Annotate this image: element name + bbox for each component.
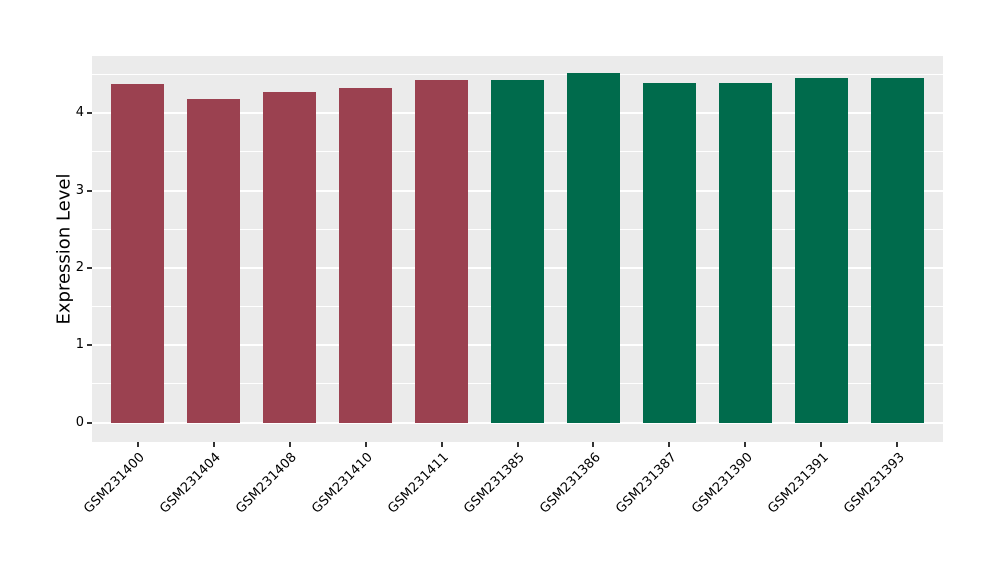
- x-tick-mark: [516, 442, 519, 447]
- x-tick-label: GSM231393: [841, 450, 909, 517]
- x-tick-mark: [212, 442, 215, 447]
- y-tick-label: 0: [75, 414, 84, 430]
- x-tick-label: GSM231386: [537, 450, 605, 517]
- bar-GSM231411: [414, 79, 469, 423]
- y-tick-mark: [87, 266, 92, 269]
- y-tick-mark: [87, 344, 92, 347]
- x-tick-label: GSM231391: [765, 450, 833, 517]
- x-tick-label: GSM231404: [157, 450, 225, 517]
- gridline-major: [92, 421, 943, 424]
- y-tick-mark: [87, 112, 92, 115]
- bar-GSM231385: [490, 79, 545, 423]
- gridline-minor: [92, 74, 943, 76]
- bar-GSM231386: [566, 73, 621, 423]
- bar-GSM231393: [870, 78, 924, 423]
- plot-panel: [92, 56, 943, 442]
- x-tick-mark: [668, 442, 671, 447]
- x-tick-label: GSM231385: [461, 450, 529, 517]
- y-tick-mark: [87, 421, 92, 424]
- x-tick-label: GSM231411: [385, 450, 453, 517]
- bar-GSM231404: [186, 99, 241, 423]
- x-tick-mark: [744, 442, 747, 447]
- x-tick-mark: [288, 442, 291, 447]
- y-tick-mark: [87, 189, 92, 192]
- y-axis-title: Expression Level: [53, 173, 75, 325]
- bar-GSM231390: [718, 83, 773, 423]
- bar-GSM231391: [794, 77, 849, 423]
- x-tick-mark: [896, 442, 899, 447]
- x-tick-label: GSM231400: [81, 450, 149, 517]
- x-tick-mark: [364, 442, 367, 447]
- x-tick-label: GSM231408: [233, 450, 301, 517]
- x-tick-label: GSM231390: [689, 450, 757, 517]
- y-tick-label: 1: [75, 337, 84, 353]
- bar-GSM231387: [642, 83, 697, 423]
- y-tick-label: 2: [75, 259, 84, 275]
- x-tick-label: GSM231410: [309, 450, 377, 517]
- x-tick-mark: [592, 442, 595, 447]
- bar-GSM231400: [110, 83, 165, 423]
- x-tick-label: GSM231387: [613, 450, 681, 517]
- bar-GSM231408: [262, 91, 317, 423]
- x-tick-mark: [440, 442, 443, 447]
- bar-GSM231410: [338, 88, 393, 423]
- x-tick-mark: [136, 442, 139, 447]
- y-tick-label: 4: [75, 105, 84, 121]
- y-tick-label: 3: [75, 182, 84, 198]
- x-tick-mark: [820, 442, 823, 447]
